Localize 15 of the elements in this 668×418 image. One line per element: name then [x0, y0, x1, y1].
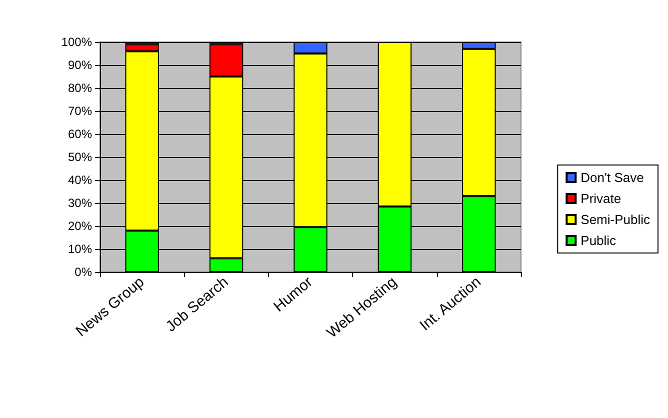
legend-label: Don't Save — [580, 170, 644, 185]
legend-label: Private — [580, 191, 622, 206]
y-tick-label: 20% — [68, 219, 92, 233]
y-tick-label: 10% — [68, 242, 92, 256]
y-tick-label: 40% — [68, 173, 92, 187]
y-tick-label: 70% — [68, 104, 92, 118]
legend-label: Public — [580, 233, 617, 248]
y-tick-label: 90% — [68, 58, 92, 72]
y-tick-label: 50% — [68, 150, 92, 164]
y-tick-label: 30% — [68, 196, 92, 210]
y-tick-label: 100% — [61, 35, 92, 49]
legend-label: Semi-Public — [580, 212, 650, 227]
y-tick-label: 80% — [68, 81, 92, 95]
y-tick-label: 0% — [74, 265, 92, 279]
y-tick-label: 60% — [68, 127, 92, 141]
